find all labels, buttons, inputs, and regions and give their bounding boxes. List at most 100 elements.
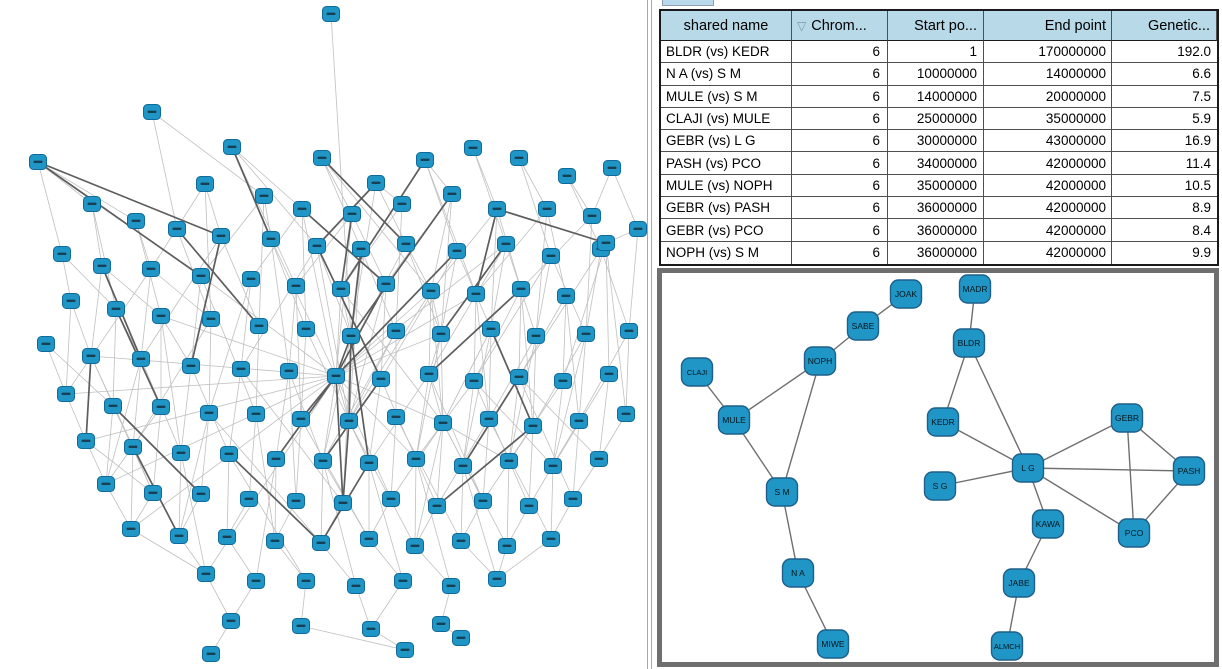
column-header-4[interactable]: Genetic... <box>1112 11 1217 41</box>
table-row[interactable]: CLAJI (vs) MULE 6 25000000 35000000 5.9 <box>661 107 1217 131</box>
detail-node-L G[interactable] <box>1011 453 1045 483</box>
detail-edge[interactable] <box>1027 467 1190 472</box>
table-cell[interactable]: 7.5 <box>1112 86 1217 108</box>
network-edge <box>200 412 210 495</box>
table-cell[interactable]: 42000000 <box>984 197 1112 220</box>
node-label-smear <box>546 254 556 257</box>
table-cell[interactable]: 42000000 <box>984 174 1112 198</box>
filter-icon[interactable]: ▽ <box>797 18 807 33</box>
detail-node-NOPH[interactable] <box>803 346 837 376</box>
table-cell[interactable]: 6 <box>792 85 888 108</box>
table-row[interactable]: MULE (vs) NOPH 6 35000000 42000000 10.5 <box>661 174 1217 198</box>
table-cell[interactable]: 42000000 <box>984 219 1112 242</box>
detail-node-BLDR[interactable] <box>952 328 986 358</box>
table-cell[interactable]: CLAJI (vs) MULE <box>661 107 792 131</box>
table-cell[interactable]: GEBR (vs) PCO <box>661 219 792 242</box>
table-cell[interactable]: N A (vs) S M <box>661 63 792 86</box>
detail-node-KEDR[interactable] <box>926 407 960 437</box>
table-cell[interactable]: 170000000 <box>984 41 1112 64</box>
column-header-2[interactable]: Start po... <box>888 11 984 41</box>
node-label-smear <box>146 267 156 270</box>
table-cell[interactable]: 14000000 <box>984 63 1112 86</box>
table-cell[interactable]: 43000000 <box>984 130 1112 153</box>
table-cell[interactable]: 6 <box>792 63 888 86</box>
detail-node-ALMCH[interactable] <box>990 631 1024 661</box>
network-edge <box>220 235 260 327</box>
table-row[interactable]: BLDR (vs) KEDR 6 1 170000000 192.0 <box>661 41 1217 64</box>
detail-node-S G[interactable] <box>923 471 957 501</box>
table-cell[interactable]: 6 <box>792 152 888 175</box>
table-cell[interactable]: 8.9 <box>1112 197 1217 220</box>
table-cell[interactable]: 30000000 <box>888 130 984 153</box>
table-cell[interactable]: 36000000 <box>888 219 984 242</box>
table-cell[interactable]: 6 <box>792 107 888 131</box>
table-cell[interactable]: PASH (vs) PCO <box>661 152 792 175</box>
column-header-3[interactable]: End point <box>984 11 1112 41</box>
table-cell[interactable]: MULE (vs) NOPH <box>661 174 792 198</box>
table-cell[interactable]: 25000000 <box>888 107 984 131</box>
table-cell[interactable]: 11.4 <box>1112 152 1217 175</box>
detail-node-S M[interactable] <box>765 477 799 507</box>
network-edge <box>462 328 492 467</box>
detail-node-KAWA[interactable] <box>1031 509 1065 539</box>
detail-edge[interactable] <box>968 342 1029 469</box>
detail-node-PCO[interactable] <box>1117 518 1151 548</box>
table-cell[interactable]: BLDR (vs) KEDR <box>661 41 792 64</box>
detail-node-MADR[interactable] <box>958 274 992 304</box>
table-row[interactable]: PASH (vs) PCO 6 34000000 42000000 11.4 <box>661 152 1217 175</box>
table-cell[interactable]: 5.9 <box>1112 108 1217 131</box>
detail-node-MULE[interactable] <box>717 405 751 435</box>
table-row[interactable]: NOPH (vs) S M 6 36000000 42000000 9.9 <box>661 241 1217 264</box>
detail-node-SABE[interactable] <box>846 311 880 341</box>
table-cell[interactable]: NOPH (vs) S M <box>661 241 792 264</box>
table-row[interactable]: GEBR (vs) PCO 6 36000000 42000000 8.4 <box>661 219 1217 242</box>
table-cell[interactable]: 42000000 <box>984 241 1112 264</box>
detail-node-N A[interactable] <box>781 558 815 588</box>
table-cell[interactable]: 6 <box>792 174 888 198</box>
detail-node-PASH[interactable] <box>1172 456 1206 486</box>
table-cell[interactable]: 20000000 <box>984 85 1112 108</box>
table-cell[interactable]: 36000000 <box>888 241 984 264</box>
table-cell[interactable]: GEBR (vs) PASH <box>661 197 792 220</box>
detail-edge[interactable] <box>781 360 821 493</box>
table-cell[interactable]: 1 <box>888 41 984 64</box>
table-cell[interactable]: 10000000 <box>888 63 984 86</box>
table-cell[interactable]: 6 <box>792 219 888 242</box>
table-cell[interactable]: 16.9 <box>1112 130 1217 153</box>
table-cell[interactable]: 42000000 <box>984 152 1112 175</box>
table-cell[interactable]: 34000000 <box>888 152 984 175</box>
panel-divider[interactable] <box>647 0 652 669</box>
table-cell[interactable]: 6 <box>792 41 888 64</box>
table-row[interactable]: MULE (vs) S M 6 14000000 20000000 7.5 <box>661 85 1217 108</box>
table-cell[interactable]: 36000000 <box>888 197 984 220</box>
table-cell[interactable]: 35000000 <box>984 107 1112 131</box>
detail-node-CLAJI[interactable] <box>680 357 714 387</box>
table-cell[interactable]: 6.6 <box>1112 63 1217 86</box>
table-cell[interactable]: 10.5 <box>1112 175 1217 198</box>
table-cell[interactable]: 6 <box>792 130 888 153</box>
column-header-0[interactable]: shared name <box>661 11 792 41</box>
table-cell[interactable]: GEBR (vs) L G <box>661 130 792 153</box>
overview-network-canvas[interactable] <box>0 0 648 669</box>
detail-edge[interactable] <box>1027 467 1135 534</box>
table-cell[interactable]: MULE (vs) S M <box>661 85 792 108</box>
detail-node-JABE[interactable] <box>1002 568 1036 598</box>
table-row[interactable]: GEBR (vs) PASH 6 36000000 42000000 8.9 <box>661 197 1217 220</box>
table-row[interactable]: GEBR (vs) L G 6 30000000 43000000 16.9 <box>661 130 1217 153</box>
table-cell[interactable]: 14000000 <box>888 85 984 108</box>
table-cell[interactable]: 8.4 <box>1112 219 1217 242</box>
table-row[interactable]: N A (vs) S M 6 10000000 14000000 6.6 <box>661 63 1217 86</box>
table-cell[interactable]: 192.0 <box>1112 41 1217 64</box>
table-cell[interactable]: 6 <box>792 241 888 264</box>
table-cell[interactable]: 6 <box>792 197 888 220</box>
node-label-smear <box>424 372 434 375</box>
detail-node-GEBR[interactable] <box>1110 403 1144 433</box>
table-cell[interactable]: 9.9 <box>1192 245 1211 261</box>
detail-node-JOAK[interactable] <box>889 279 923 309</box>
detail-edge[interactable] <box>1126 417 1135 534</box>
table-cell[interactable]: 35000000 <box>888 174 984 198</box>
detail-node-MIWE[interactable] <box>816 629 850 659</box>
detail-edge[interactable] <box>1027 417 1128 469</box>
column-header-1[interactable]: ▽ Chrom... <box>792 11 888 41</box>
